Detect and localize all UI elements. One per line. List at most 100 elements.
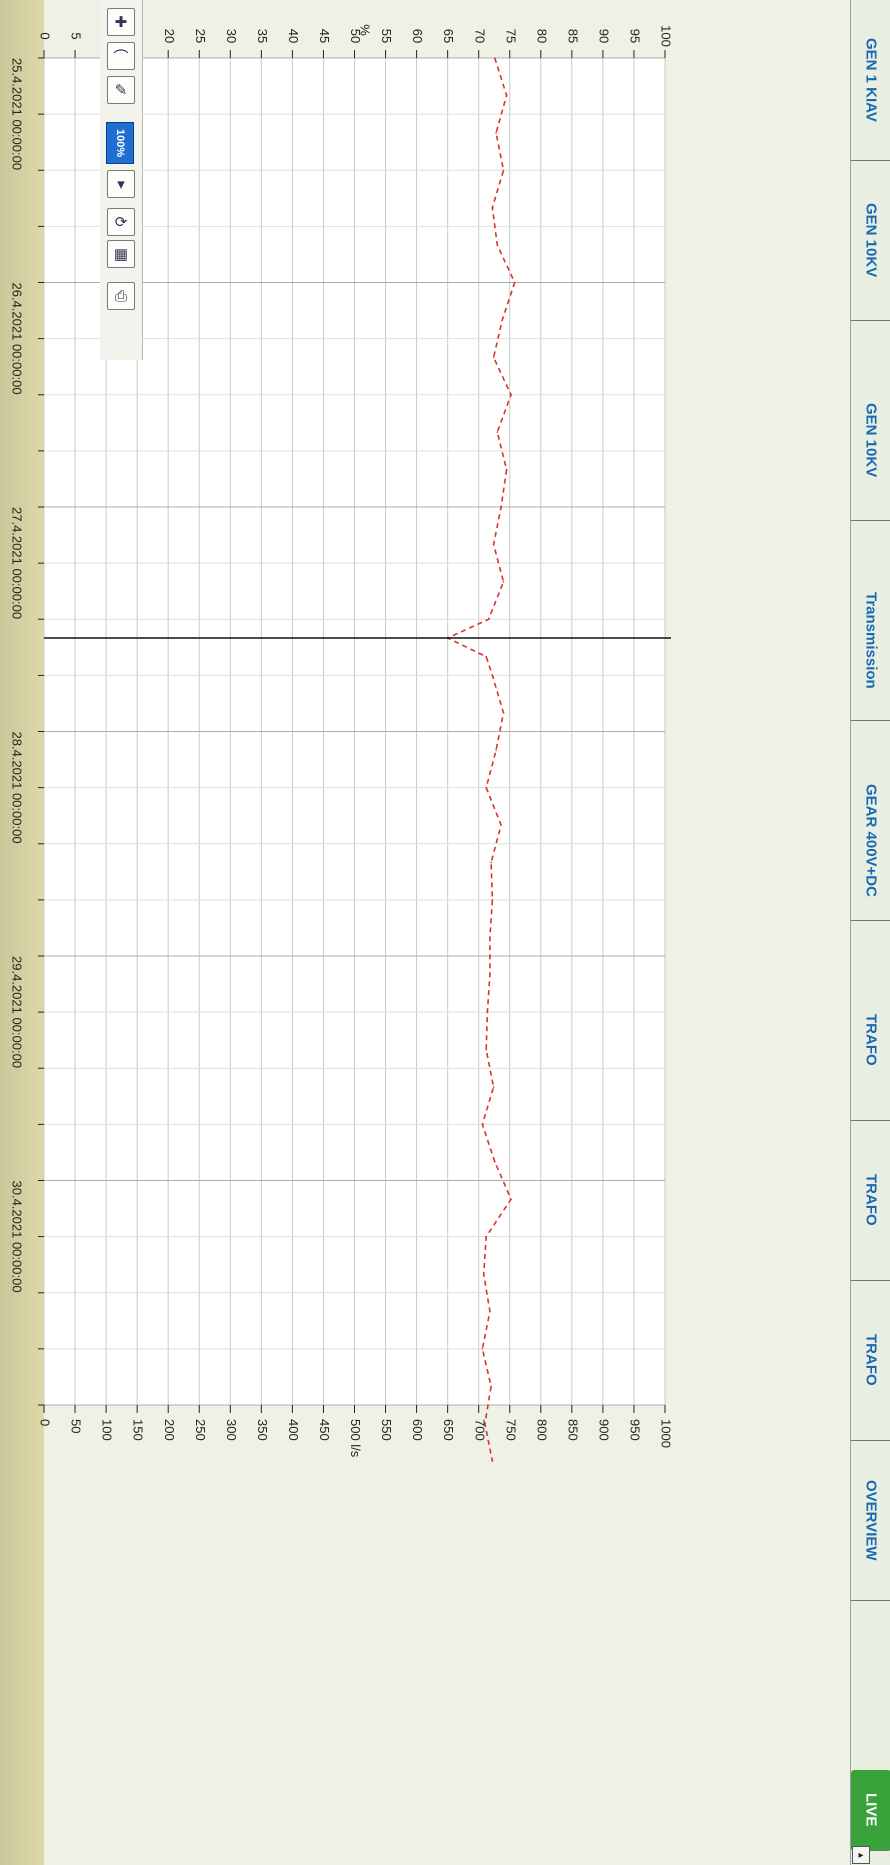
pct-tick-label: 80 <box>534 29 549 43</box>
flow-series-point <box>490 861 492 864</box>
flow-tick-label: 0 <box>38 1419 53 1426</box>
flow-tick-label: 850 <box>565 1419 580 1441</box>
flow-series-point <box>489 1310 491 1313</box>
tab-trafo-1[interactable]: TRAFO <box>851 960 890 1121</box>
pct-tick-label: 5 <box>69 32 84 39</box>
pct-tick-label: 30 <box>224 29 239 43</box>
pct-tick-label: 35 <box>255 29 270 43</box>
flow-tick-label: 550 <box>379 1419 394 1441</box>
flow-series-point <box>492 543 495 546</box>
screen-tabs: GEN 1 KIAV GEN 10KV GEN 10KV Transmissio… <box>850 0 890 1865</box>
flow-tick-label: 600 <box>410 1419 425 1441</box>
flow-tick-label: 400 <box>286 1419 301 1441</box>
pct-tick-label: 55 <box>379 29 394 43</box>
color-trend-icon[interactable]: ✎ <box>107 76 135 104</box>
pct-tick-label: 60 <box>410 29 425 43</box>
tab-gen-1[interactable]: GEN 1 KIAV <box>851 0 890 161</box>
zoom-level-field[interactable]: 100% <box>106 122 134 164</box>
flow-series-point <box>496 431 499 433</box>
time-axis-band <box>0 0 44 1865</box>
tab-gen-10kv[interactable]: GEN 10KV <box>851 160 890 321</box>
time-label: 26.4.2021 00:00:00 <box>10 283 25 395</box>
flow-series-point <box>487 618 490 621</box>
pct-tick-label: 50 <box>348 29 363 43</box>
zoom-dropdown-icon[interactable]: ▾ <box>107 170 135 198</box>
table-icon[interactable]: ▦ <box>107 240 135 268</box>
flow-tick-label: 950 <box>628 1419 643 1441</box>
flow-tick-label: 700 <box>472 1419 487 1441</box>
pct-tick-label: 20 <box>162 29 177 43</box>
flow-series-point <box>495 749 497 752</box>
flow-series-point <box>495 132 497 134</box>
flow-series-point <box>513 281 516 284</box>
print-icon[interactable]: ⎙ <box>107 282 135 310</box>
pct-tick-label: 85 <box>565 29 580 43</box>
flow-series-point <box>486 1011 489 1013</box>
pct-tick-label: 40 <box>286 29 301 43</box>
flow-series-point <box>502 711 505 714</box>
tab-trafo-2[interactable]: TRAFO <box>851 1120 890 1281</box>
time-label: 29.4.2021 00:00:00 <box>10 956 25 1068</box>
flow-series-point <box>485 655 487 658</box>
flow-series-point <box>510 1198 512 1201</box>
pct-tick-label: 70 <box>472 29 487 43</box>
tab-trafo-3[interactable]: TRAFO <box>851 1280 890 1441</box>
flow-tick-label: 800 <box>534 1419 549 1441</box>
flow-series-point <box>491 674 494 677</box>
flow-tick-label: 100 <box>100 1419 115 1441</box>
flow-series-point <box>502 581 505 583</box>
flow-tick-label: 650 <box>441 1419 456 1441</box>
flow-tick-label: 350 <box>255 1419 270 1441</box>
flow-tick-label: 200 <box>162 1419 177 1441</box>
cursor-icon[interactable]: ✚ <box>107 8 135 36</box>
time-label: 28.4.2021 00:00:00 <box>10 732 25 844</box>
flow-tick-label: 450 <box>317 1419 332 1441</box>
pct-tick-label: 25 <box>193 29 208 43</box>
flow-series-point <box>481 1348 484 1350</box>
flow-series-point <box>481 1123 484 1126</box>
time-label: 27.4.2021 00:00:00 <box>10 507 25 619</box>
tab-live[interactable]: LIVE <box>851 1770 890 1851</box>
flow-series-point <box>496 244 499 246</box>
flow-series-point <box>505 468 508 471</box>
scroll-right-button[interactable]: ▸ <box>852 1846 870 1864</box>
flow-series-point <box>489 936 491 939</box>
flow-series-point <box>489 973 491 976</box>
refresh-icon[interactable]: ⟳ <box>107 208 135 236</box>
pct-tick-label: 90 <box>596 29 611 43</box>
flow-series-point <box>500 506 502 508</box>
flow-series-point <box>485 1235 487 1238</box>
tab-overview[interactable]: OVERVIEW <box>851 1440 890 1601</box>
tab-gear[interactable]: GEAR 400V+DC <box>851 760 890 921</box>
time-label: 25.4.2021 00:00:00 <box>10 58 25 170</box>
trend-toolbar: ✚ ⌒ ✎ 100% ▾ ⟳ ▦ ⎙ <box>100 0 143 360</box>
time-label: 30.4.2021 00:00:00 <box>10 1181 25 1293</box>
flow-series-point <box>494 1160 496 1163</box>
flow-series-point <box>502 169 505 172</box>
flow-tick-label: 50 <box>69 1419 84 1433</box>
flow-series-point <box>492 1086 495 1088</box>
pct-tick-label: 45 <box>317 29 332 43</box>
flow-series-point <box>500 824 502 826</box>
pct-tick-label: 75 <box>503 29 518 43</box>
flow-series-point <box>485 786 487 789</box>
flow-tick-label: 300 <box>224 1419 239 1441</box>
tab-gen-10kv-b[interactable]: GEN 10KV <box>851 360 890 521</box>
flow-tick-label: 900 <box>596 1419 611 1441</box>
flow-series-point <box>492 356 495 359</box>
flow-series-point <box>501 319 504 321</box>
flow-tick-label: 250 <box>193 1419 208 1441</box>
flow-series-line <box>445 57 516 1462</box>
flow-tick-label: 500 l/s <box>348 1419 363 1458</box>
pct-tick-label: 95 <box>628 29 643 43</box>
flow-series-point <box>491 206 494 209</box>
flow-series-point <box>505 94 508 97</box>
flow-tick-label: 150 <box>131 1419 146 1441</box>
flow-series-point <box>484 1422 486 1425</box>
flow-series-point <box>485 1048 487 1051</box>
flow-tick-label: 750 <box>503 1419 518 1441</box>
pct-axis-label: % <box>358 24 373 36</box>
trend-icon[interactable]: ⌒ <box>107 42 135 70</box>
tab-transmission[interactable]: Transmission <box>851 560 890 721</box>
